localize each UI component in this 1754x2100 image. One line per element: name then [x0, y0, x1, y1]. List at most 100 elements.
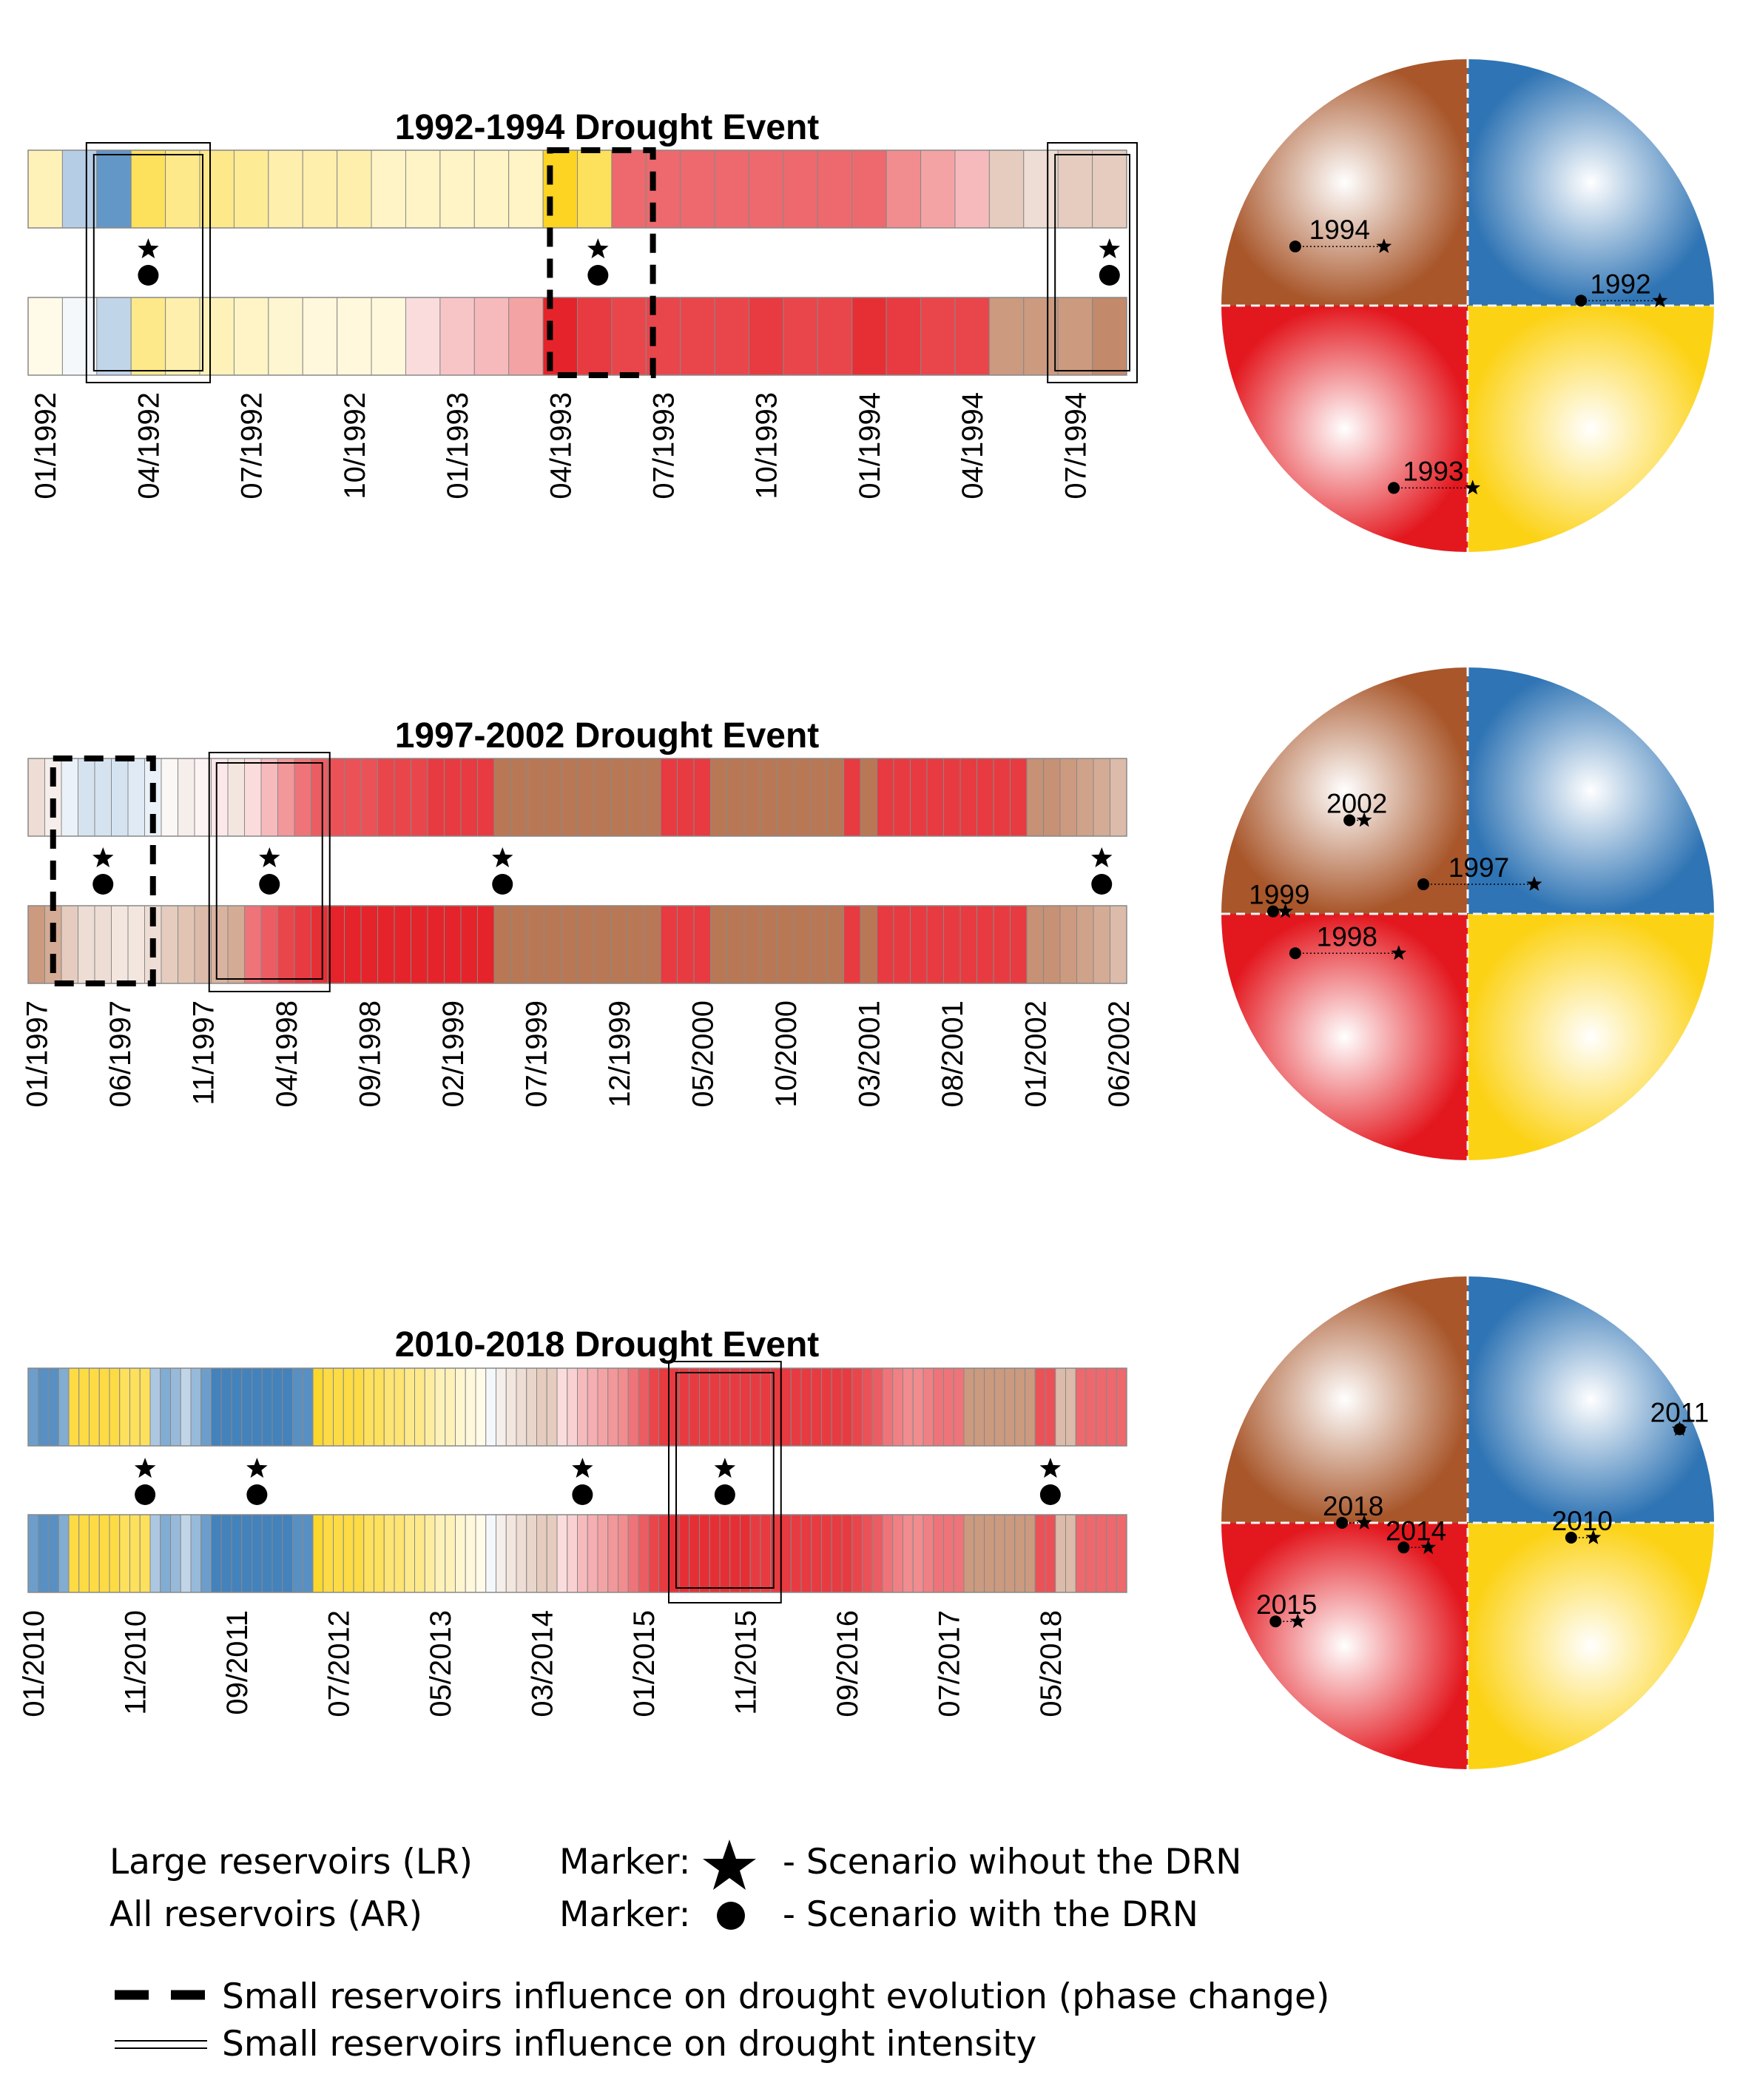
dot-marker	[1039, 1484, 1061, 1505]
heatmap-cell	[963, 1514, 975, 1593]
heatmap-cell	[709, 1367, 721, 1447]
heatmap-cell	[1092, 149, 1127, 229]
star-marker	[492, 847, 513, 868]
heatmap-cell	[1026, 905, 1044, 984]
heatmap-cell	[1010, 758, 1028, 837]
heatmap-cell	[817, 149, 853, 229]
heatmap-cell	[475, 1367, 487, 1447]
heatmap-cell	[749, 149, 784, 229]
heatmap-cell	[405, 297, 441, 376]
heatmap-cell	[597, 1367, 609, 1447]
heatmap-cell	[678, 1367, 690, 1447]
heatmap-cell	[1076, 905, 1094, 984]
heatmap-cell	[618, 1514, 629, 1593]
heatmap-cell	[810, 758, 828, 837]
heatmap-cell	[505, 1514, 517, 1593]
heatmap-cell	[455, 1367, 466, 1447]
heatmap-cell	[427, 758, 445, 837]
heatmap-cell	[817, 297, 853, 376]
phase-star	[1356, 812, 1372, 827]
phase-change-box	[50, 755, 156, 986]
heatmap-cell	[493, 758, 511, 837]
heatmap-cell	[1059, 758, 1077, 837]
heatmap-cell	[862, 1367, 873, 1447]
legend-dot-icon	[717, 1902, 745, 1930]
heatmap-cell	[689, 1367, 700, 1447]
heatmap-cell	[1093, 758, 1110, 837]
heatmap-cell	[109, 1367, 121, 1447]
heatmap-cell	[800, 1367, 812, 1447]
phase-circle: 1994 1992 1993	[1221, 59, 1714, 552]
heatmap-cell	[760, 758, 778, 837]
heatmap-cell	[729, 1514, 741, 1593]
heatmap-cell	[1045, 1514, 1056, 1593]
heatmap-cell	[109, 1514, 121, 1593]
phase-year-label: 1993	[1403, 456, 1463, 486]
heatmap-cell	[526, 1367, 537, 1447]
heatmap-cell	[268, 149, 303, 229]
heatmap-cell	[493, 905, 511, 984]
heatmap-cell	[693, 905, 711, 984]
heatmap-cell	[38, 1367, 49, 1447]
phase-star	[1376, 238, 1392, 253]
heatmap-cell	[710, 758, 728, 837]
star-marker	[587, 238, 609, 259]
heatmap-cell	[556, 1367, 568, 1447]
heatmap-cell	[527, 905, 544, 984]
heatmap-cell	[871, 1367, 883, 1447]
heatmap-cell	[363, 1514, 374, 1593]
heatmap-cell	[282, 1367, 293, 1447]
heatmap-cell	[777, 905, 795, 984]
quadrant-yellow	[1468, 306, 1714, 552]
intensity-box-outer	[1047, 142, 1138, 383]
heatmap-cell	[871, 1514, 883, 1593]
heatmap-cell	[241, 1514, 252, 1593]
heatmap-cell	[544, 758, 561, 837]
x-tick-label: 05/2018	[1035, 1610, 1067, 1717]
x-tick-label: 01/2015	[628, 1610, 661, 1717]
heatmap-cell	[587, 1367, 598, 1447]
heatmap-cell	[943, 905, 961, 984]
x-tick-label: 04/1993	[544, 392, 577, 499]
heatmap-cell	[211, 758, 229, 837]
x-tick-label: 07/1992	[236, 392, 269, 499]
lr-row	[27, 758, 1127, 837]
heatmap-cell	[165, 297, 200, 376]
heatmap-cell	[790, 1514, 802, 1593]
heatmap-cell	[485, 1367, 496, 1447]
heatmap-cell	[933, 1367, 944, 1447]
phase-dot	[1266, 905, 1279, 918]
heatmap-cell	[312, 1367, 324, 1447]
heatmap-cell	[510, 905, 528, 984]
heatmap-cell	[27, 297, 63, 376]
heatmap-cell	[826, 758, 844, 837]
heatmap-cell	[892, 1367, 903, 1447]
heatmap-cell	[68, 1514, 80, 1593]
heatmap-cell	[363, 1367, 374, 1447]
x-tick-label: 10/1992	[339, 392, 371, 499]
heatmap-cell	[811, 1367, 822, 1447]
heatmap-cell	[344, 758, 362, 837]
heatmap-cell	[954, 297, 990, 376]
x-tick-label: 07/1993	[648, 392, 681, 499]
heatmap-cell	[94, 758, 112, 837]
heatmap-cell	[618, 1367, 629, 1447]
heatmap-cell	[200, 1514, 212, 1593]
x-tick-label: 01/2002	[1019, 1000, 1052, 1108]
heatmap-cell	[282, 1514, 293, 1593]
heatmap-cell	[677, 758, 695, 837]
heatmap-cell	[277, 758, 295, 837]
heatmap-cell	[48, 1514, 59, 1593]
heatmap-cell	[648, 1367, 659, 1447]
heatmap-cell	[610, 905, 628, 984]
row-border	[27, 149, 1127, 229]
heatmap-cell	[333, 1514, 344, 1593]
heatmap-cell	[89, 1367, 100, 1447]
heatmap-cell	[743, 758, 761, 837]
heatmap-cell	[371, 297, 406, 376]
heatmap-cell	[976, 905, 994, 984]
dot-marker	[1099, 265, 1120, 286]
heatmap-cell	[130, 297, 166, 376]
heatmap-cell	[729, 1367, 741, 1447]
heatmap-cell	[912, 1514, 924, 1593]
